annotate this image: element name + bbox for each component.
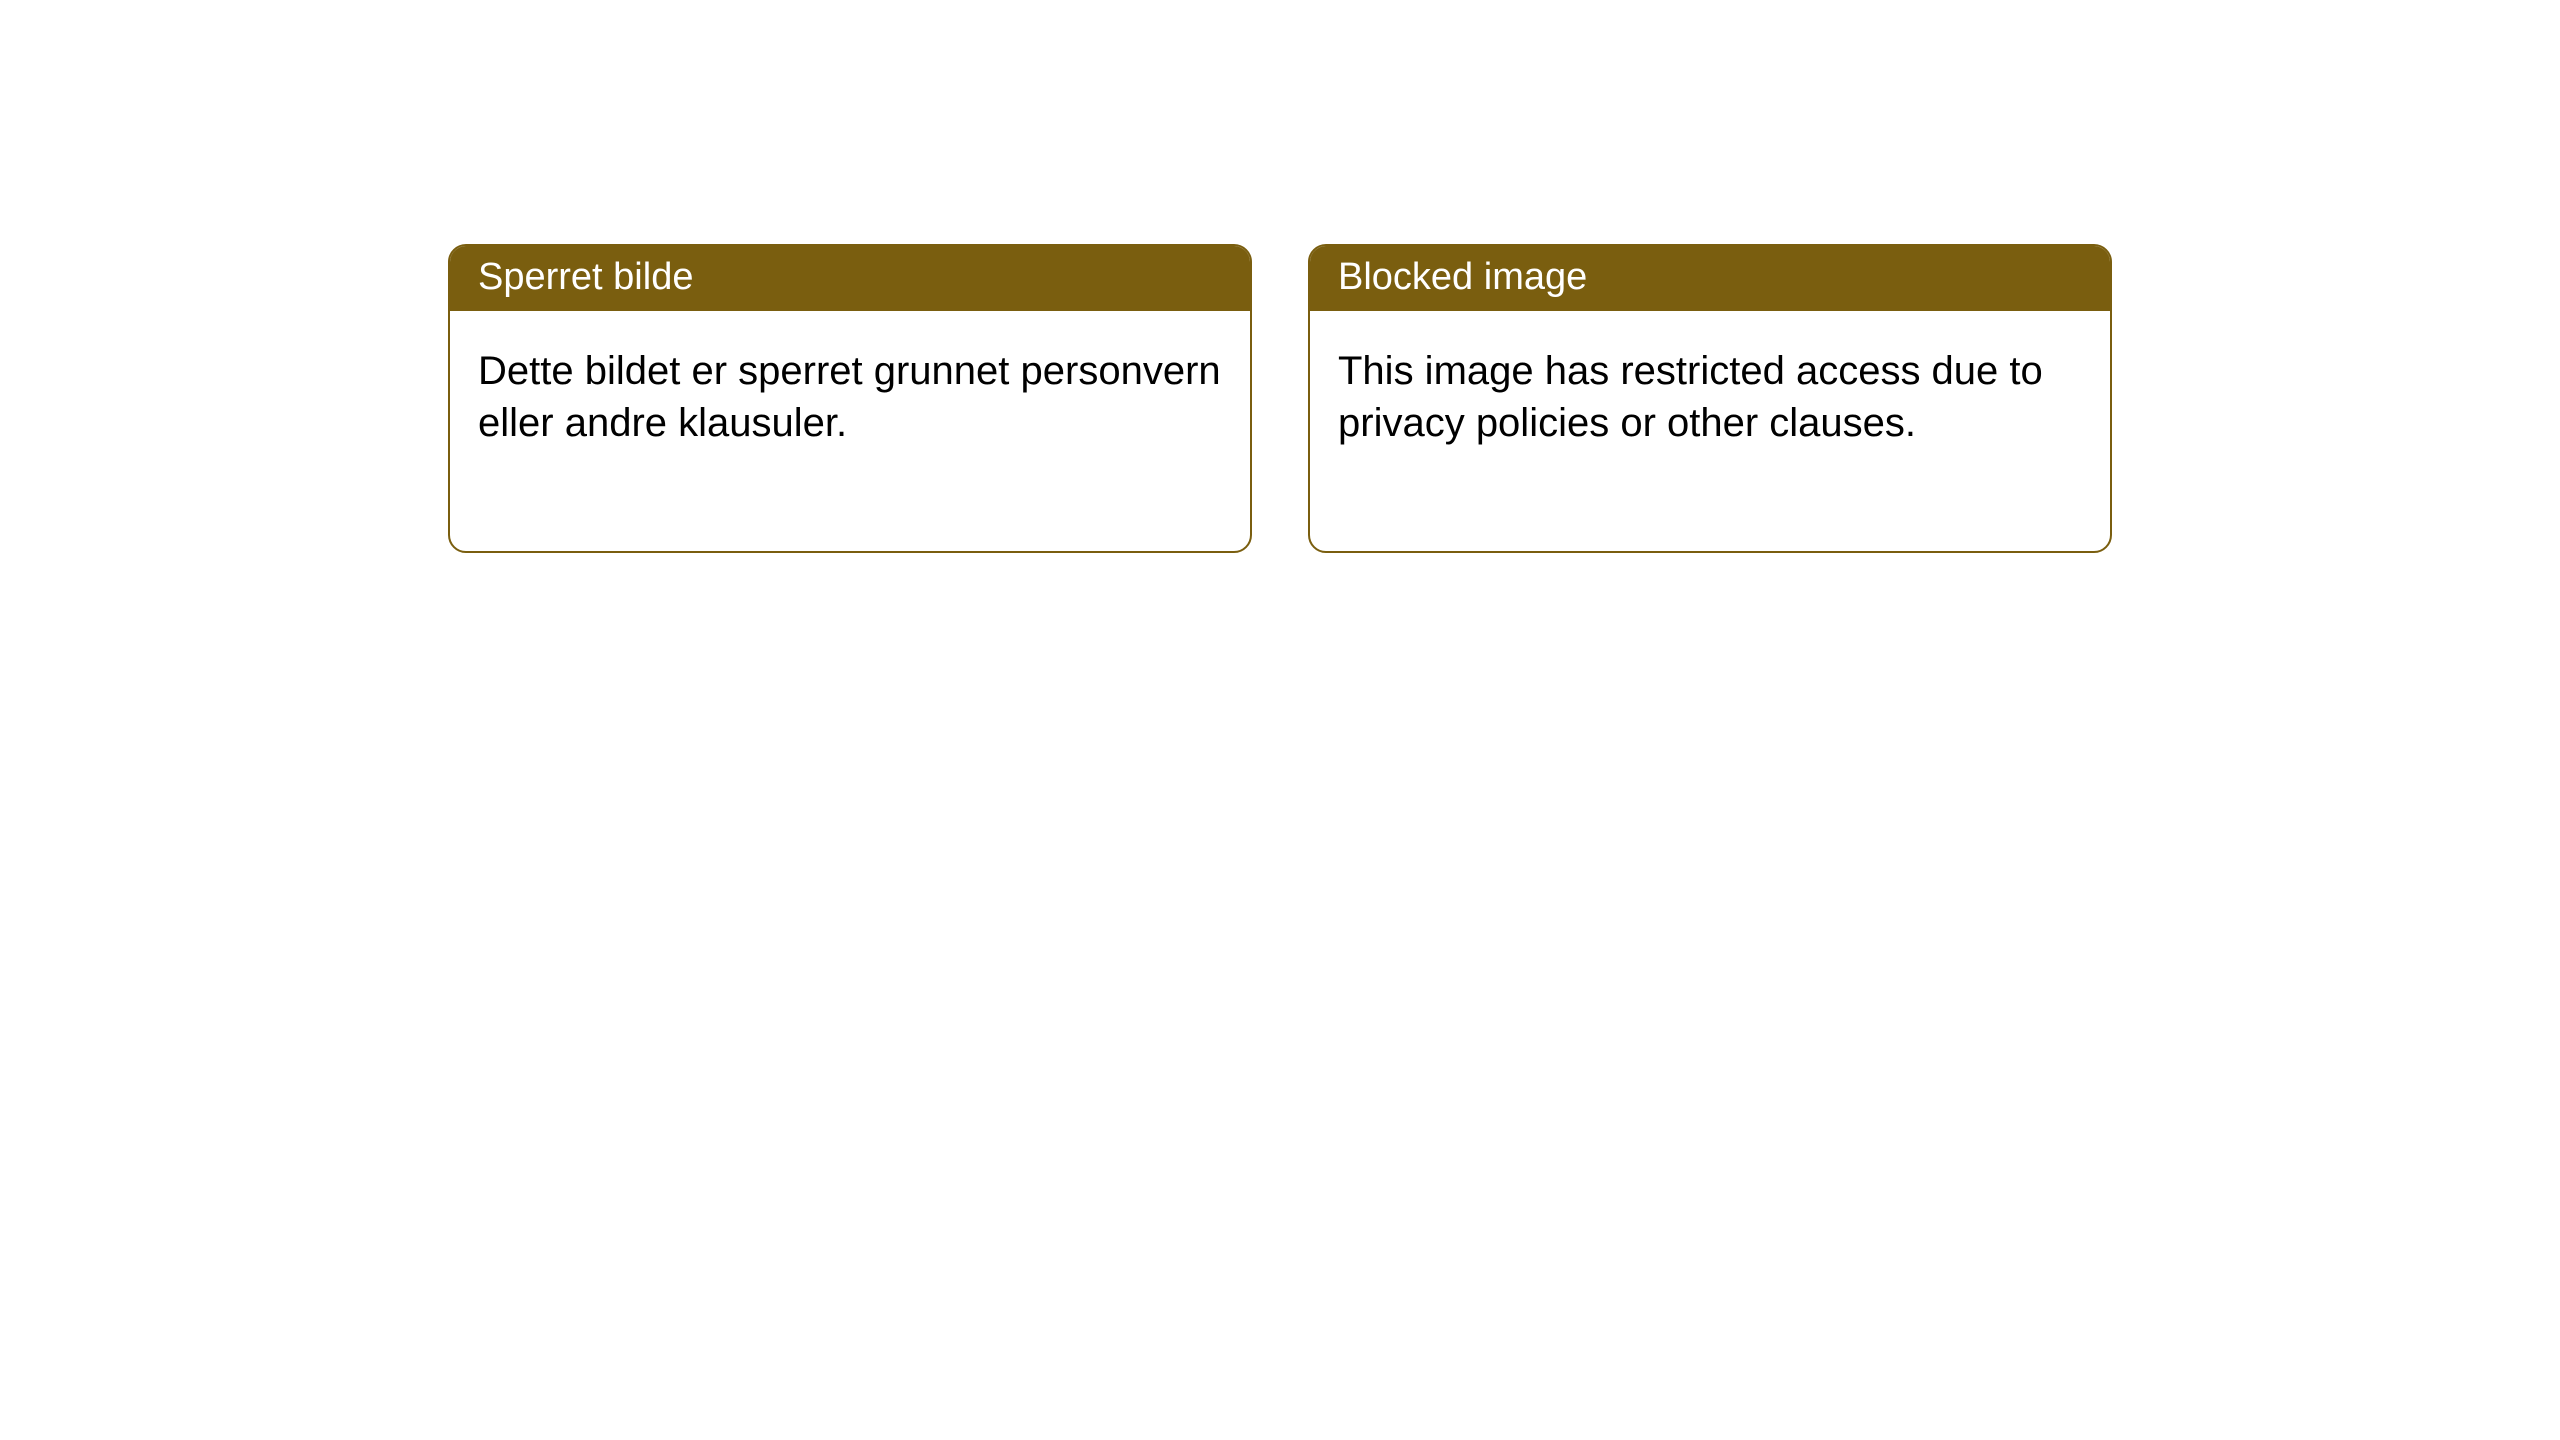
- notice-box-norwegian: Sperret bilde Dette bildet er sperret gr…: [448, 244, 1252, 553]
- notice-body: This image has restricted access due to …: [1310, 311, 2110, 551]
- notice-title: Sperret bilde: [478, 256, 693, 298]
- notice-body: Dette bildet er sperret grunnet personve…: [450, 311, 1250, 551]
- notice-text: Dette bildet er sperret grunnet personve…: [478, 349, 1221, 445]
- notice-text: This image has restricted access due to …: [1338, 349, 2043, 445]
- notice-title: Blocked image: [1338, 256, 1587, 298]
- notice-box-english: Blocked image This image has restricted …: [1308, 244, 2112, 553]
- notice-header: Sperret bilde: [450, 246, 1250, 311]
- notice-container: Sperret bilde Dette bildet er sperret gr…: [0, 0, 2560, 553]
- notice-header: Blocked image: [1310, 246, 2110, 311]
